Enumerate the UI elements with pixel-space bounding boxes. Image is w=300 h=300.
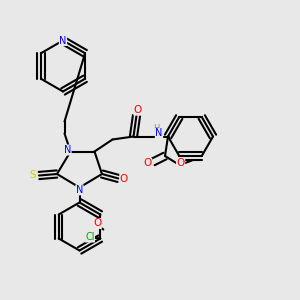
Text: O: O [93,218,101,229]
Text: N: N [155,128,163,139]
Text: N: N [76,185,83,195]
Text: S: S [30,170,36,181]
Text: N: N [64,145,71,155]
Text: O: O [143,158,152,169]
Text: O: O [134,105,142,115]
Text: O: O [120,173,128,184]
Text: H: H [153,124,159,134]
Text: Cl: Cl [85,232,94,242]
Text: O: O [176,158,185,169]
Text: N: N [59,35,67,46]
